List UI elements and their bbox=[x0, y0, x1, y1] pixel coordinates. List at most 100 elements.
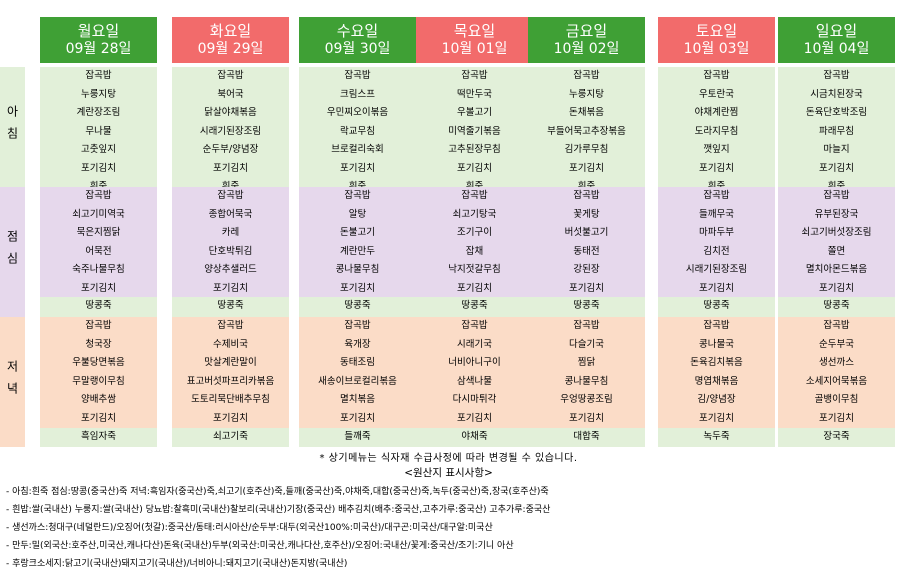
menu-item: 쇠고기버섯장조림 bbox=[801, 227, 872, 238]
menu-item: 시금치된장국 bbox=[810, 88, 863, 100]
breakfast-cell: 잡곡밥우토란국야채계란찜도라지무침깻잎지포기김치흰죽 bbox=[658, 67, 775, 192]
menu-item: 버섯불고기 bbox=[564, 227, 609, 238]
menu-item: 잡곡밥 bbox=[85, 320, 112, 331]
lunch-porridge-cell: 땅콩죽 bbox=[528, 297, 645, 317]
menu-item: 김치전 bbox=[703, 245, 730, 257]
menu-item: 포기김치 bbox=[457, 412, 492, 424]
menu-item: 유부된장국 bbox=[814, 208, 859, 220]
menu-item: 콩나물국 bbox=[699, 338, 734, 350]
dinner-porridge-cell: 들깨죽 bbox=[299, 428, 416, 447]
menu-item: 쇠고기탕국 bbox=[452, 208, 497, 220]
menu-item: 콩나물무침 bbox=[335, 264, 380, 275]
menu-item: 들깨죽 bbox=[344, 431, 371, 442]
menu-item: 돈육김치볶음 bbox=[690, 357, 743, 368]
menu-item: 포기김치 bbox=[569, 282, 604, 294]
menu-item: 야채계란찜 bbox=[694, 107, 739, 118]
menu-item: 크림스프 bbox=[340, 88, 375, 100]
menu-item: 돈불고기 bbox=[340, 227, 375, 238]
menu-item: 시래기국 bbox=[457, 338, 492, 350]
menu-item: 잡곡밥 bbox=[461, 70, 488, 81]
menu-item: 골뱅이무침 bbox=[814, 394, 859, 405]
breakfast-cell: 잡곡밥시금치된장국돈육단호박조림파래무침마늘지포기김치흰죽 bbox=[778, 67, 895, 192]
menu-item: 묵은지찜닭 bbox=[76, 227, 121, 238]
menu-item: 흰죽 bbox=[578, 178, 595, 197]
day-name: 금요일 bbox=[565, 22, 608, 40]
breakfast-cell: 잡곡밥누룽지탕돈채볶음부들어묵고추장볶음김가루무침포기김치흰죽 bbox=[528, 67, 645, 192]
menu-item: 콩나물무침 bbox=[564, 375, 609, 387]
dinner-cell: 잡곡밥 다슬기국 찜닭 콩나물무침 우엉땅콩조림 포기김치 bbox=[528, 317, 645, 428]
menu-item: 쇠고기죽 bbox=[213, 431, 248, 442]
menu-item: 마늘지 bbox=[823, 144, 850, 155]
menu-item: 강된장 bbox=[573, 264, 600, 275]
menu-item: 어묵전 bbox=[85, 245, 112, 257]
menu-item: 포기김치 bbox=[569, 162, 604, 174]
menu-item: 흑임자죽 bbox=[81, 431, 116, 442]
dinner-porridge-cell: 야채죽 bbox=[416, 428, 533, 447]
menu-item: 포기김치 bbox=[699, 162, 734, 174]
menu-item: 조기구이 bbox=[457, 227, 492, 238]
menu-item: 종합어묵국 bbox=[208, 208, 253, 220]
day-date: 10월 02일 bbox=[553, 41, 620, 57]
menu-item: 계란만두 bbox=[340, 245, 375, 257]
menu-item: 표고버섯파프리카볶음 bbox=[186, 375, 275, 387]
menu-item: 순두부/양념장 bbox=[202, 144, 259, 155]
menu-item: 고추된장무침 bbox=[448, 144, 501, 155]
menu-item: 땅콩죽 bbox=[344, 300, 371, 311]
breakfast-cell: 잡곡밥크림스프우민찌오이볶음락교무침브로컬리숙회포기김치흰죽 bbox=[299, 67, 416, 192]
menu-item: 미역줄기볶음 bbox=[448, 125, 501, 137]
menu-item: 시래기된장조림 bbox=[199, 125, 262, 137]
menu-item: 낙지젓갈무침 bbox=[448, 264, 501, 275]
menu-item: 포기김치 bbox=[699, 282, 734, 294]
menu-item: 잡곡밥 bbox=[703, 70, 730, 81]
menu-item: 잡곡밥 bbox=[217, 70, 244, 81]
menu-item: 누룽지탕 bbox=[81, 88, 116, 100]
menu-item: 포기김치 bbox=[340, 282, 375, 294]
origin-title: <원산지 표시사항> bbox=[404, 467, 493, 479]
menu-item: 잡곡밥 bbox=[85, 190, 112, 201]
menu-item: 포기김치 bbox=[699, 412, 734, 424]
day-header: 수요일 09월 30일 bbox=[299, 17, 416, 63]
menu-item: 장국죽 bbox=[823, 431, 850, 442]
menu-item: 포기김치 bbox=[569, 412, 604, 424]
menu-item: 누룽지탕 bbox=[569, 88, 604, 100]
dinner-label: 저녁 bbox=[0, 317, 25, 447]
menu-item: 우불당면볶음 bbox=[72, 357, 125, 368]
lunch-label-text: 점심 bbox=[5, 230, 19, 274]
menu-item: 잡곡밥 bbox=[217, 320, 244, 331]
lunch-cell: 잡곡밥 꽃게탕 버섯불고기 동태전 강된장 포기김치 bbox=[528, 187, 645, 297]
origin-line: - 흰밥:쌀(국내산) 누룽지:쌀(국내산) 당뇨밥:찰흑미(국내산)찰보리(국… bbox=[6, 505, 551, 515]
menu-item: 포기김치 bbox=[340, 412, 375, 424]
menu-item: 대합죽 bbox=[573, 431, 600, 442]
menu-item: 단호박튀김 bbox=[208, 245, 253, 257]
lunch-porridge-cell: 땅콩죽 bbox=[778, 297, 895, 317]
origin-list: - 아침:흰죽 점심:땅콩(중국산)죽 저녁:흑임자(중국산)죽,쇠고기(호주산… bbox=[6, 483, 896, 573]
menu-item: 땅콩죽 bbox=[217, 300, 244, 311]
menu-item: 알탕 bbox=[348, 208, 367, 220]
day-date: 09월 29일 bbox=[197, 41, 264, 57]
menu-item: 잡곡밥 bbox=[823, 320, 850, 331]
day-header: 금요일 10월 02일 bbox=[528, 17, 645, 63]
menu-item: 수제비국 bbox=[213, 338, 248, 350]
dinner-porridge-cell: 녹두죽 bbox=[658, 428, 775, 447]
menu-item: 잡곡밥 bbox=[85, 70, 112, 81]
menu-item: 다시마튀각 bbox=[452, 394, 497, 405]
breakfast-cell: 잡곡밥누룽지탕계란장조림무나물고춧잎지포기김치흰죽 bbox=[40, 67, 157, 192]
day-name: 일요일 bbox=[815, 22, 858, 40]
menu-item: 포기김치 bbox=[340, 162, 375, 174]
breakfast-label: 아침 bbox=[0, 67, 25, 187]
menu-item: 우엉땅콩조림 bbox=[560, 394, 613, 405]
day-date: 09월 30일 bbox=[324, 41, 391, 57]
day-header: 일요일 10월 04일 bbox=[778, 17, 895, 63]
menu-item: 포기김치 bbox=[81, 282, 116, 294]
day-header: 월요일 09월 28일 bbox=[40, 17, 157, 63]
menu-item: 무말랭이무침 bbox=[72, 375, 125, 387]
dinner-cell: 잡곡밥 시래기국 너비아니구이 삼색나물 다시마튀각 포기김치 bbox=[416, 317, 533, 428]
lunch-cell: 잡곡밥 종합어묵국 카레 단호박튀김 양상추샐러드 포기김치 bbox=[172, 187, 289, 297]
dinner-porridge-cell: 장국죽 bbox=[778, 428, 895, 447]
menu-item: 흰죽 bbox=[349, 178, 366, 197]
